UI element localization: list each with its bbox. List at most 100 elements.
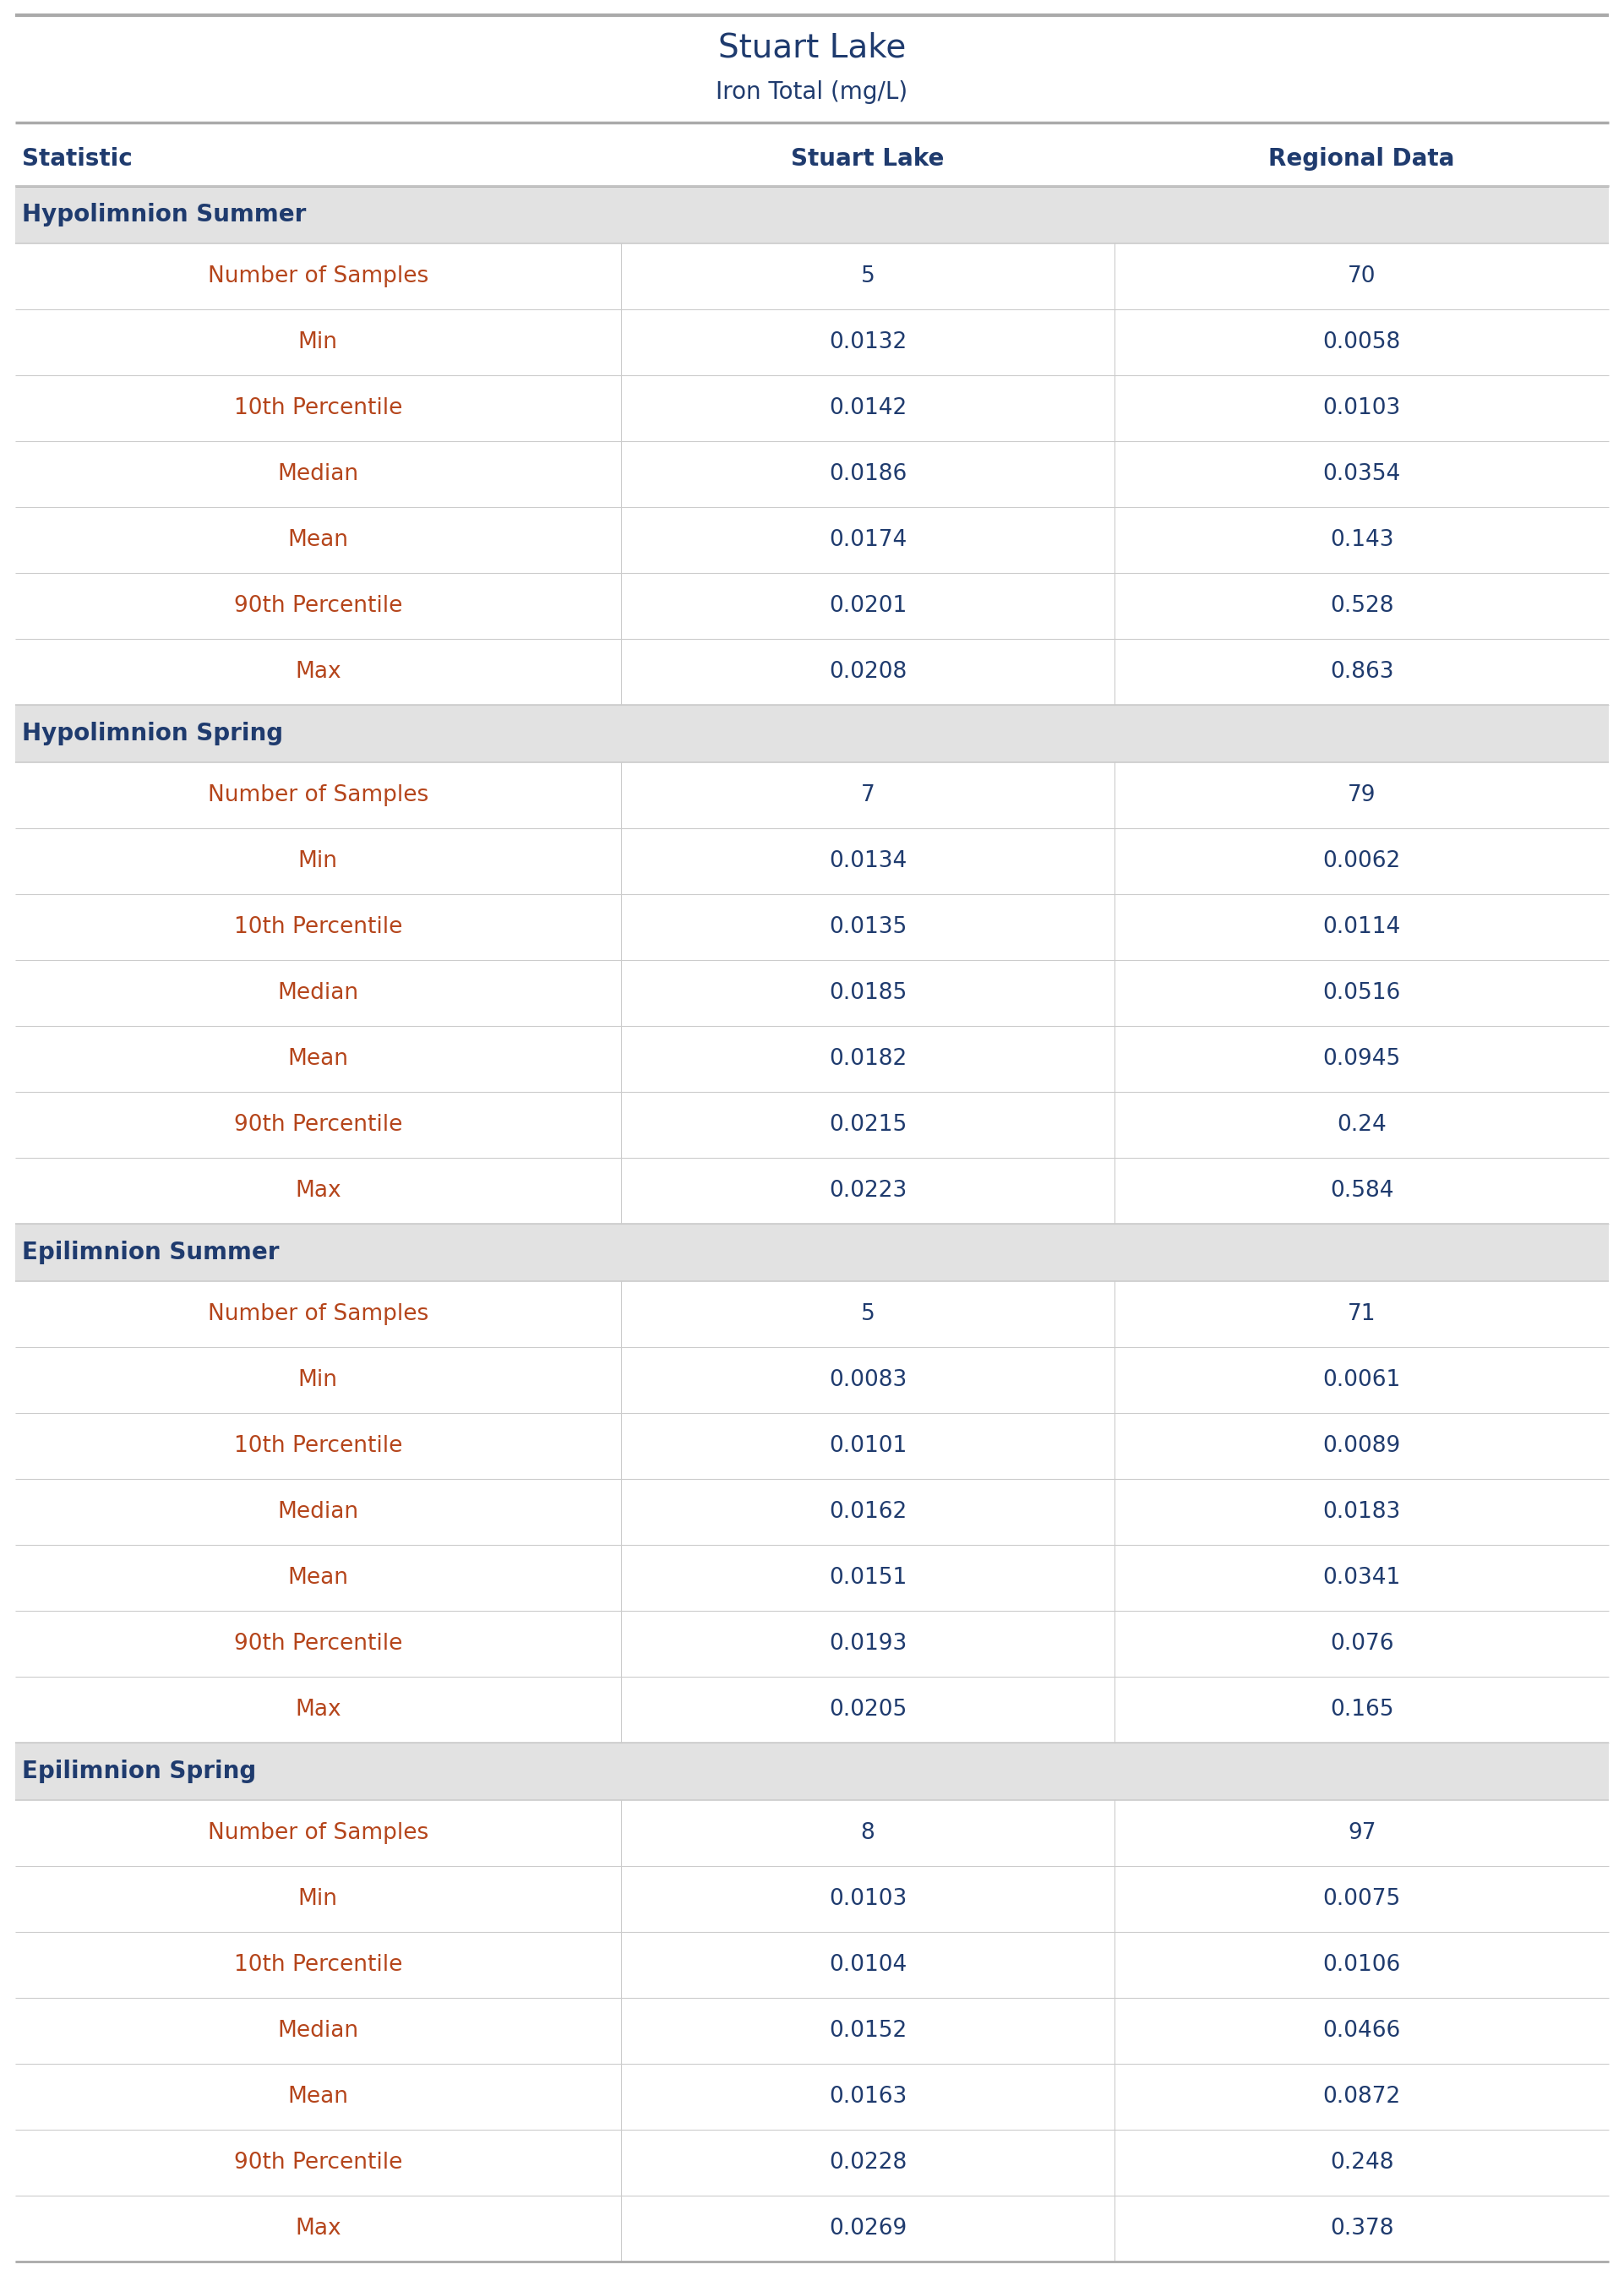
Text: Median: Median <box>278 1500 359 1523</box>
Text: Regional Data: Regional Data <box>1268 148 1455 170</box>
Text: 0.0269: 0.0269 <box>828 2218 906 2240</box>
Text: 0.0134: 0.0134 <box>828 851 906 872</box>
Text: 0.165: 0.165 <box>1330 1698 1393 1721</box>
Text: 90th Percentile: 90th Percentile <box>234 595 403 617</box>
Text: 5: 5 <box>861 266 875 288</box>
Text: 0.0142: 0.0142 <box>828 397 906 420</box>
Text: Hypolimnion Summer: Hypolimnion Summer <box>23 202 307 227</box>
Text: 0.863: 0.863 <box>1330 661 1393 683</box>
Bar <box>15 1224 1609 1280</box>
Text: 0.24: 0.24 <box>1337 1115 1387 1135</box>
Text: Min: Min <box>299 331 338 354</box>
Text: 0.0152: 0.0152 <box>828 2020 906 2041</box>
Text: 0.0185: 0.0185 <box>828 983 906 1003</box>
Text: 10th Percentile: 10th Percentile <box>234 1435 403 1457</box>
Text: Min: Min <box>299 851 338 872</box>
Text: 0.0101: 0.0101 <box>828 1435 906 1457</box>
Text: 90th Percentile: 90th Percentile <box>234 1632 403 1655</box>
Text: 0.0183: 0.0183 <box>1324 1500 1402 1523</box>
Text: 0.0083: 0.0083 <box>828 1369 906 1392</box>
Text: 0.0466: 0.0466 <box>1324 2020 1402 2041</box>
Text: Number of Samples: Number of Samples <box>208 783 429 806</box>
Bar <box>15 440 1609 506</box>
Bar <box>15 1800 1609 1866</box>
Bar <box>15 2129 1609 2195</box>
Text: 10th Percentile: 10th Percentile <box>234 917 403 938</box>
Text: Mean: Mean <box>287 2086 349 2109</box>
Text: 70: 70 <box>1348 266 1376 288</box>
Bar <box>15 894 1609 960</box>
Text: 0.0205: 0.0205 <box>828 1698 906 1721</box>
Text: 0.0162: 0.0162 <box>828 1500 906 1523</box>
Text: 0.0223: 0.0223 <box>828 1180 906 1201</box>
Text: Stuart Lake: Stuart Lake <box>791 148 945 170</box>
Text: 5: 5 <box>861 1303 875 1326</box>
Text: Mean: Mean <box>287 529 349 552</box>
Text: Number of Samples: Number of Samples <box>208 266 429 288</box>
Bar <box>15 1280 1609 1346</box>
Text: 0.0132: 0.0132 <box>828 331 906 354</box>
Text: Max: Max <box>296 1698 341 1721</box>
Text: 0.0058: 0.0058 <box>1324 331 1402 354</box>
Bar <box>15 1158 1609 1224</box>
Bar <box>15 572 1609 638</box>
Text: 0.0089: 0.0089 <box>1324 1435 1402 1457</box>
Text: 0.076: 0.076 <box>1330 1632 1393 1655</box>
Text: 0.0103: 0.0103 <box>828 1889 906 1909</box>
Bar <box>15 309 1609 375</box>
Text: Stuart Lake: Stuart Lake <box>718 32 906 64</box>
Text: 0.0341: 0.0341 <box>1324 1566 1402 1589</box>
Bar <box>15 960 1609 1026</box>
Bar <box>15 1612 1609 1678</box>
Bar <box>15 763 1609 829</box>
Text: 90th Percentile: 90th Percentile <box>234 2152 403 2175</box>
Text: 10th Percentile: 10th Percentile <box>234 397 403 420</box>
Text: Mean: Mean <box>287 1049 349 1069</box>
Text: Epilimnion Spring: Epilimnion Spring <box>23 1759 257 1784</box>
Text: 97: 97 <box>1348 1823 1376 1843</box>
Text: Min: Min <box>299 1369 338 1392</box>
Text: 0.0174: 0.0174 <box>828 529 906 552</box>
Bar <box>15 506 1609 572</box>
Bar <box>15 1412 1609 1480</box>
Bar <box>15 1480 1609 1546</box>
Text: 0.528: 0.528 <box>1330 595 1393 617</box>
Bar <box>15 1932 1609 1998</box>
Text: 0.0114: 0.0114 <box>1324 917 1402 938</box>
Text: 0.0061: 0.0061 <box>1324 1369 1402 1392</box>
Text: 0.0193: 0.0193 <box>828 1632 906 1655</box>
Text: Number of Samples: Number of Samples <box>208 1823 429 1843</box>
Text: 0.0228: 0.0228 <box>828 2152 906 2175</box>
Text: 0.248: 0.248 <box>1330 2152 1393 2175</box>
Text: 90th Percentile: 90th Percentile <box>234 1115 403 1135</box>
Text: Max: Max <box>296 1180 341 1201</box>
Text: Median: Median <box>278 463 359 486</box>
Text: 0.0163: 0.0163 <box>828 2086 906 2109</box>
Text: 0.584: 0.584 <box>1330 1180 1393 1201</box>
Text: 0.0208: 0.0208 <box>828 661 906 683</box>
Text: 71: 71 <box>1348 1303 1376 1326</box>
Bar <box>15 1026 1609 1092</box>
Text: 8: 8 <box>861 1823 875 1843</box>
Text: 0.0151: 0.0151 <box>828 1566 906 1589</box>
Text: Min: Min <box>299 1889 338 1909</box>
Bar <box>15 829 1609 894</box>
Text: 0.0135: 0.0135 <box>828 917 906 938</box>
Bar <box>15 243 1609 309</box>
Text: 0.0516: 0.0516 <box>1324 983 1402 1003</box>
Text: 0.0945: 0.0945 <box>1324 1049 1402 1069</box>
Text: 0.0354: 0.0354 <box>1324 463 1402 486</box>
Text: Max: Max <box>296 2218 341 2240</box>
Text: 0.0104: 0.0104 <box>828 1954 906 1975</box>
Bar <box>15 1866 1609 1932</box>
Text: 0.0106: 0.0106 <box>1324 1954 1402 1975</box>
Bar <box>15 1998 1609 2063</box>
Bar <box>15 2195 1609 2261</box>
Bar <box>15 1092 1609 1158</box>
Bar <box>15 186 1609 243</box>
Text: 0.0182: 0.0182 <box>828 1049 906 1069</box>
Text: Max: Max <box>296 661 341 683</box>
Bar <box>15 1546 1609 1612</box>
Bar <box>15 1743 1609 1800</box>
Text: Mean: Mean <box>287 1566 349 1589</box>
